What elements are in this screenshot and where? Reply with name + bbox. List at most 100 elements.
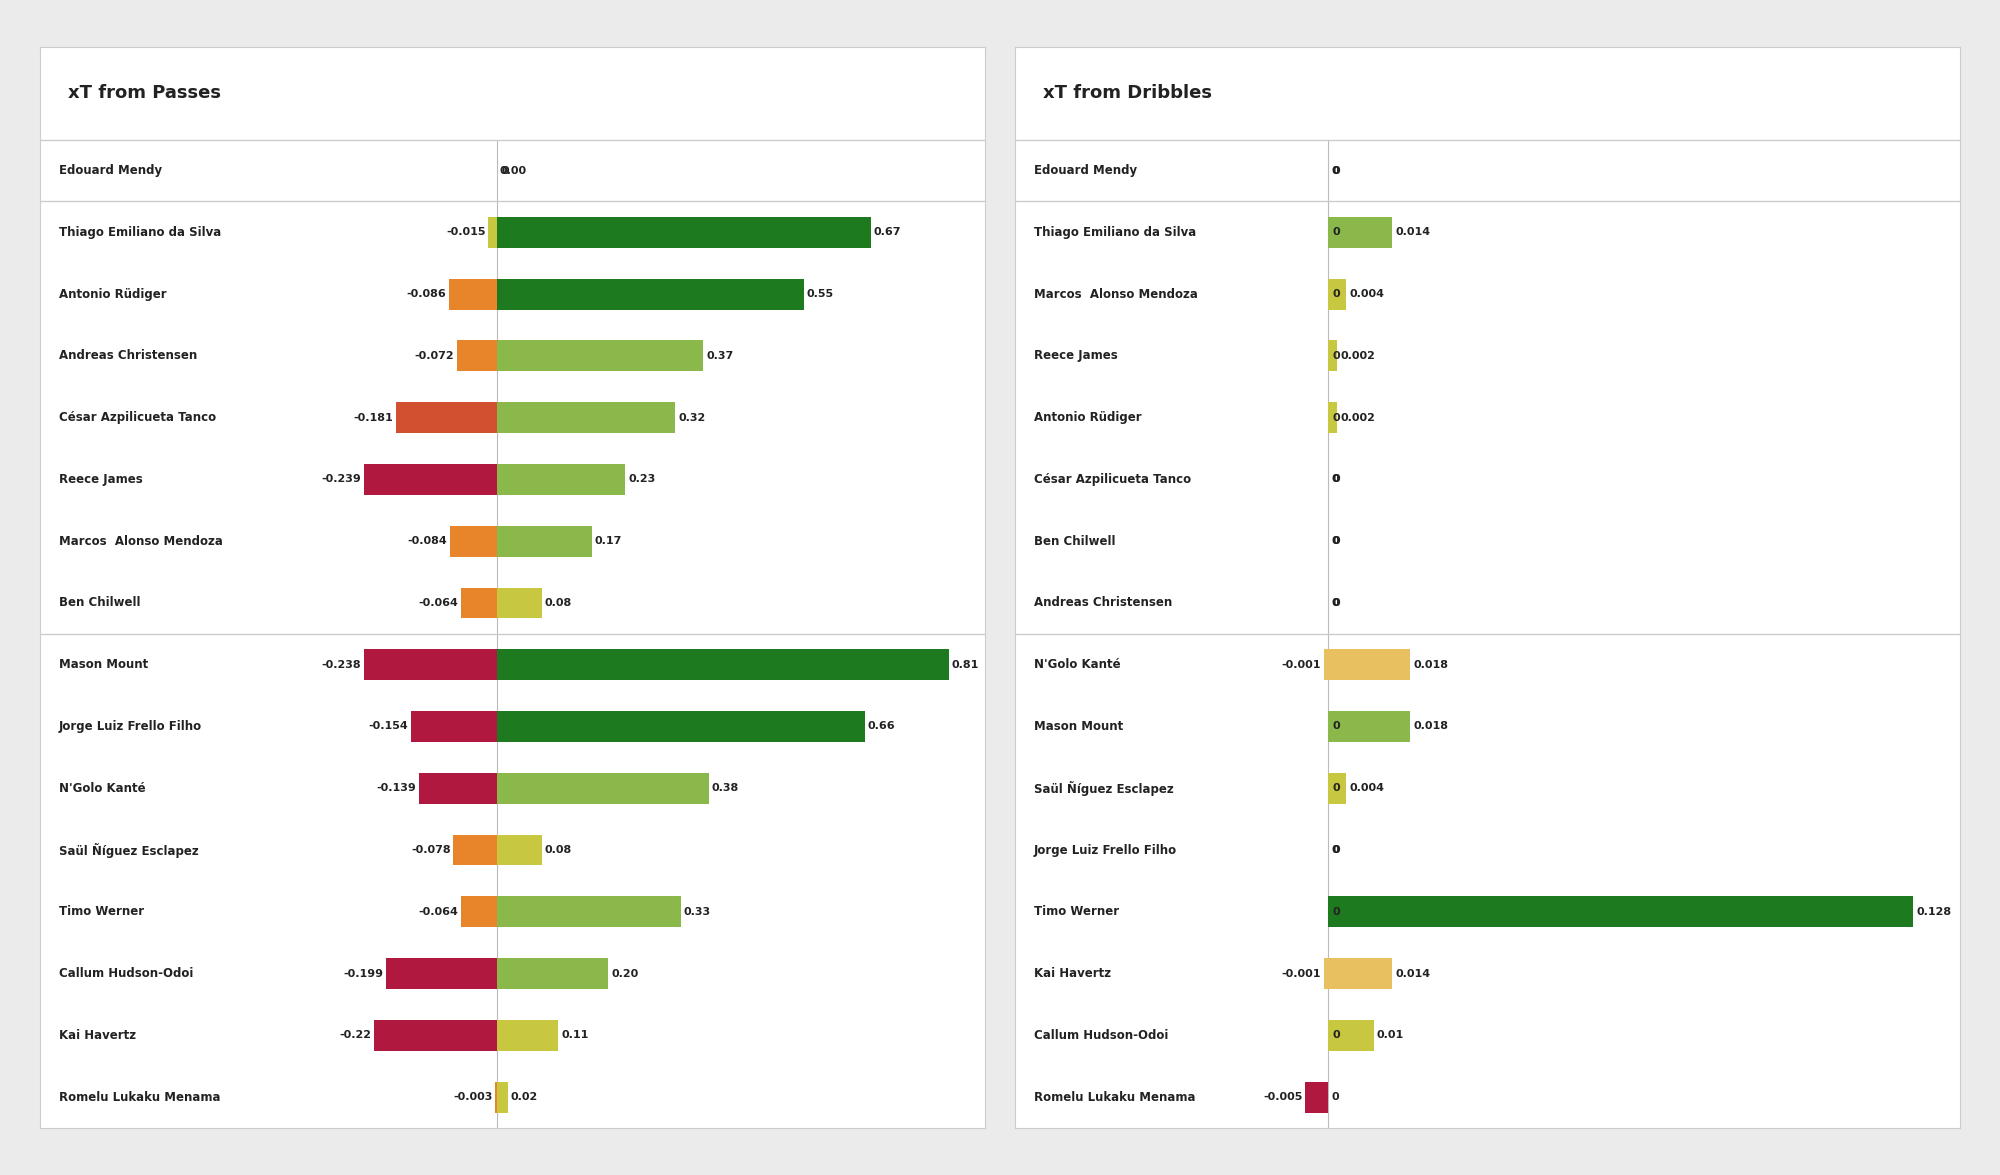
Text: -0.003: -0.003 <box>452 1092 492 1102</box>
Text: 0.004: 0.004 <box>1350 289 1384 300</box>
Text: -0.086: -0.086 <box>406 289 446 300</box>
Text: Andreas Christensen: Andreas Christensen <box>1034 597 1172 610</box>
Text: 0: 0 <box>1332 598 1338 607</box>
Text: 0.02: 0.02 <box>510 1092 538 1102</box>
Text: Antonio Rüdiger: Antonio Rüdiger <box>58 288 166 301</box>
Text: Ben Chilwell: Ben Chilwell <box>1034 535 1116 548</box>
Bar <box>450 525 496 557</box>
Bar <box>1328 958 1392 989</box>
Text: -0.001: -0.001 <box>1282 659 1320 670</box>
Text: 0: 0 <box>1332 1030 1340 1040</box>
Bar <box>462 588 496 618</box>
Text: Mason Mount: Mason Mount <box>1034 720 1124 733</box>
Text: -0.064: -0.064 <box>418 907 458 916</box>
Text: 0.38: 0.38 <box>712 784 738 793</box>
Text: 0.018: 0.018 <box>1414 659 1448 670</box>
Bar <box>488 217 496 248</box>
Bar <box>456 341 496 371</box>
Text: -0.001: -0.001 <box>1282 968 1320 979</box>
Bar <box>448 278 496 309</box>
Text: 0.018: 0.018 <box>1414 721 1448 732</box>
Text: -0.239: -0.239 <box>320 475 360 484</box>
Text: Ben Chilwell: Ben Chilwell <box>58 597 140 610</box>
Text: Saül Ñíguez Esclapez: Saül Ñíguez Esclapez <box>1034 780 1174 795</box>
Bar <box>1328 341 1338 371</box>
Text: -0.199: -0.199 <box>342 968 382 979</box>
Text: Reece James: Reece James <box>1034 349 1118 362</box>
Text: 0.23: 0.23 <box>628 475 656 484</box>
Bar <box>496 341 704 371</box>
Bar <box>496 278 804 309</box>
Bar <box>1324 958 1328 989</box>
Text: 0.128: 0.128 <box>1916 907 1952 916</box>
Text: 0: 0 <box>1332 721 1340 732</box>
Bar <box>1328 278 1346 309</box>
Text: César Azpilicueta Tanco: César Azpilicueta Tanco <box>1034 472 1192 486</box>
Text: Callum Hudson-Odoi: Callum Hudson-Odoi <box>1034 1029 1168 1042</box>
Text: 0: 0 <box>1332 166 1340 175</box>
Bar <box>396 402 496 434</box>
Text: 0: 0 <box>1332 1092 1338 1102</box>
Text: -0.015: -0.015 <box>446 227 486 237</box>
Text: -0.22: -0.22 <box>340 1030 372 1040</box>
Text: 0.32: 0.32 <box>678 412 706 423</box>
Text: 0.33: 0.33 <box>684 907 710 916</box>
Text: 0: 0 <box>1332 412 1340 423</box>
Text: Jorge Luiz Frello Filho: Jorge Luiz Frello Filho <box>58 720 202 733</box>
Text: 0: 0 <box>1332 845 1338 855</box>
Text: Romelu Lukaku Menama: Romelu Lukaku Menama <box>1034 1090 1196 1103</box>
Text: xT from Dribbles: xT from Dribbles <box>1044 85 1212 102</box>
Text: -0.064: -0.064 <box>418 598 458 607</box>
Text: Edouard Mendy: Edouard Mendy <box>1034 165 1138 177</box>
Text: 0.66: 0.66 <box>868 721 896 732</box>
Bar <box>454 834 496 866</box>
Text: 0.00: 0.00 <box>500 166 526 175</box>
Text: -0.154: -0.154 <box>368 721 408 732</box>
Text: -0.005: -0.005 <box>1264 1092 1302 1102</box>
Bar <box>496 402 676 434</box>
Text: 0: 0 <box>1332 475 1340 484</box>
Bar <box>496 1082 508 1113</box>
Text: Kai Havertz: Kai Havertz <box>1034 967 1112 980</box>
Text: Jorge Luiz Frello Filho: Jorge Luiz Frello Filho <box>1034 844 1178 857</box>
Text: N'Golo Kanté: N'Golo Kanté <box>1034 658 1120 671</box>
Bar <box>496 1020 558 1050</box>
Text: 0: 0 <box>1332 784 1340 793</box>
Text: César Azpilicueta Tanco: César Azpilicueta Tanco <box>58 411 216 424</box>
Bar <box>1328 217 1392 248</box>
Text: 0.014: 0.014 <box>1396 968 1430 979</box>
Text: Thiago Emiliano da Silva: Thiago Emiliano da Silva <box>1034 226 1196 239</box>
Text: Marcos  Alonso Mendoza: Marcos Alonso Mendoza <box>58 535 222 548</box>
Bar <box>364 650 496 680</box>
Text: 0: 0 <box>1332 536 1338 546</box>
Text: 0: 0 <box>502 166 510 175</box>
Text: N'Golo Kanté: N'Golo Kanté <box>58 781 146 794</box>
Text: 0: 0 <box>1332 475 1338 484</box>
Text: -0.078: -0.078 <box>410 845 450 855</box>
Text: Timo Werner: Timo Werner <box>58 905 144 919</box>
Text: Thiago Emiliano da Silva: Thiago Emiliano da Silva <box>58 226 222 239</box>
Text: Romelu Lukaku Menama: Romelu Lukaku Menama <box>58 1090 220 1103</box>
Text: 0.55: 0.55 <box>806 289 834 300</box>
Text: 0: 0 <box>1332 536 1340 546</box>
Bar <box>1328 897 1914 927</box>
Text: 0.17: 0.17 <box>594 536 622 546</box>
Bar <box>496 711 866 741</box>
Bar <box>496 650 948 680</box>
Bar <box>364 464 496 495</box>
Text: 0.20: 0.20 <box>612 968 638 979</box>
Bar <box>496 897 682 927</box>
Bar <box>496 958 608 989</box>
Text: 0.08: 0.08 <box>544 598 572 607</box>
Bar <box>410 711 496 741</box>
Text: 0: 0 <box>1332 227 1340 237</box>
Bar <box>420 773 496 804</box>
Text: 0: 0 <box>1332 166 1338 175</box>
Text: xT from Passes: xT from Passes <box>68 85 222 102</box>
Text: Kai Havertz: Kai Havertz <box>58 1029 136 1042</box>
Text: Andreas Christensen: Andreas Christensen <box>58 349 198 362</box>
Bar <box>496 773 708 804</box>
Bar <box>496 525 592 557</box>
Text: 0.08: 0.08 <box>544 845 572 855</box>
Text: -0.084: -0.084 <box>408 536 448 546</box>
